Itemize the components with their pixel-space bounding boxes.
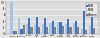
Bar — [34, 25, 36, 34]
Bar — [10, 2, 12, 34]
Bar — [65, 24, 67, 34]
Legend: MSM, MSW, Women: MSM, MSW, Women — [86, 3, 98, 17]
Bar — [85, 30, 87, 34]
Bar — [49, 23, 52, 34]
Bar — [67, 19, 69, 34]
Bar — [54, 27, 56, 34]
Bar — [57, 22, 59, 34]
Bar — [52, 21, 54, 34]
Bar — [30, 27, 32, 34]
Bar — [75, 21, 77, 34]
Bar — [20, 29, 22, 34]
Bar — [62, 26, 64, 34]
Bar — [44, 18, 46, 34]
Bar — [38, 27, 40, 34]
Bar — [91, 15, 93, 34]
Bar — [12, 31, 15, 34]
Bar — [69, 27, 72, 34]
Bar — [46, 27, 48, 34]
Bar — [15, 31, 17, 34]
Bar — [42, 24, 44, 34]
Bar — [26, 24, 28, 34]
Bar — [81, 29, 83, 34]
Bar — [36, 17, 38, 34]
Bar — [83, 11, 85, 34]
Bar — [77, 27, 79, 34]
Bar — [73, 23, 75, 34]
Bar — [88, 26, 91, 34]
Bar — [28, 18, 30, 34]
Bar — [22, 25, 25, 34]
Bar — [18, 18, 20, 34]
Bar — [59, 22, 62, 34]
Bar — [93, 28, 95, 34]
